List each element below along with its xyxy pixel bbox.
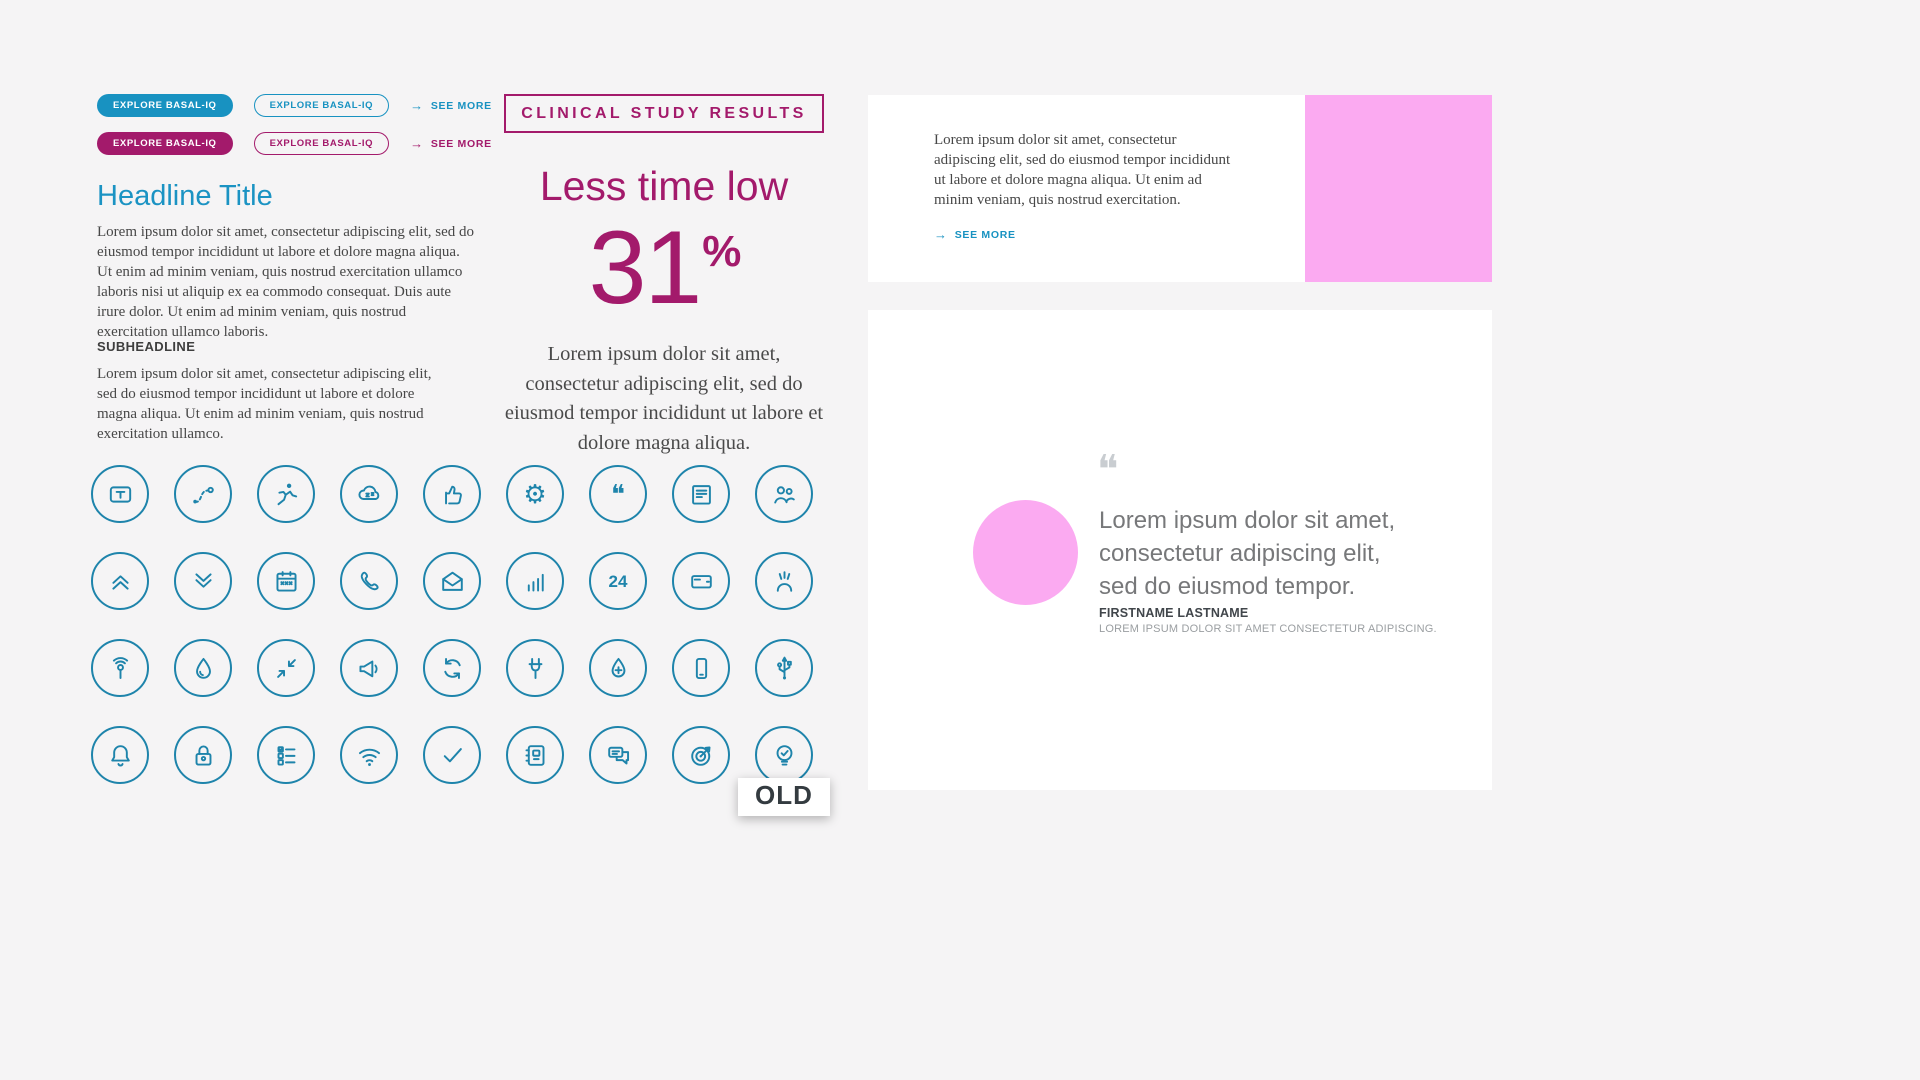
see-more-label: SEE MORE (430, 99, 492, 112)
minimize-arrows-icon (257, 639, 315, 697)
mobile-phone-icon (672, 639, 730, 697)
study-body-text: Lorem ipsum dolor sit amet, consectetur … (504, 343, 824, 454)
promo-card-body-text: Lorem ipsum dolor sit amet, consectetur … (934, 132, 1231, 208)
avatar-placeholder-circle (973, 500, 1078, 605)
icon-grid: ⚙ ❝ 24 (91, 465, 813, 784)
target-icon (672, 726, 730, 784)
testimonial-quote-text: Lorem ipsum dolor sit amet, consectetur … (1099, 507, 1396, 600)
study-statistic: 31% (504, 216, 824, 320)
old-version-badge: OLD (738, 778, 830, 816)
stat-percent-sign: % (702, 227, 742, 276)
growth-chart-icon (506, 552, 564, 610)
testimonial-card: ❝ Lorem ipsum dolor sit amet, consectetu… (868, 310, 1492, 790)
quotation-marks-icon: ❝ (1097, 448, 1119, 492)
arrow-right-icon: → (410, 98, 424, 113)
testimonial-author-title: LOREM IPSUM DOLOR SIT AMET CONSECTETUR A… (1099, 623, 1437, 635)
chevrons-down-icon (174, 552, 232, 610)
support-24-icon: 24 (589, 552, 647, 610)
study-heading: Less time low (539, 163, 789, 209)
promo-card: Lorem ipsum dolor sit amet, consectetur … (868, 95, 1492, 282)
open-email-icon (423, 552, 481, 610)
explore-basal-iq-outline-teal-button[interactable]: EXPLORE BASAL-IQ (253, 94, 390, 117)
headline-title: Headline Title (97, 180, 273, 212)
see-more-link-magenta[interactable]: → SEE MORE (410, 136, 492, 151)
running-person-icon (257, 465, 315, 523)
phone-icon (340, 552, 398, 610)
card-reader-icon (672, 552, 730, 610)
thumbs-up-icon (423, 465, 481, 523)
wifi-icon (340, 726, 398, 784)
explore-basal-iq-solid-teal-button[interactable]: EXPLORE BASAL-IQ (97, 94, 233, 117)
chevrons-up-icon (91, 552, 149, 610)
megaphone-icon (340, 639, 398, 697)
gear-icon: ⚙ (506, 465, 564, 523)
lightbulb-check-icon (755, 726, 813, 784)
newspaper-icon (672, 465, 730, 523)
button-examples-row-magenta: EXPLORE BASAL-IQ EXPLORE BASAL-IQ → SEE … (97, 132, 492, 155)
headline-body-text: Lorem ipsum dolor sit amet, consectetur … (97, 224, 474, 340)
checklist-icon (257, 726, 315, 784)
explore-basal-iq-outline-magenta-button[interactable]: EXPLORE BASAL-IQ (253, 132, 390, 155)
quote-icon: ❝ (589, 465, 647, 523)
plug-icon (506, 639, 564, 697)
clinical-study-results-badge: CLINICAL STUDY RESULTS (504, 94, 824, 133)
see-more-label: SEE MORE (954, 228, 1016, 241)
address-book-icon (506, 726, 564, 784)
checkmark-icon (423, 726, 481, 784)
usb-icon (755, 639, 813, 697)
lock-icon (174, 726, 232, 784)
calendar-icon (257, 552, 315, 610)
bell-icon (91, 726, 149, 784)
explore-basal-iq-solid-magenta-button[interactable]: EXPLORE BASAL-IQ (97, 132, 233, 155)
see-more-label: SEE MORE (430, 137, 492, 150)
see-more-link-teal[interactable]: → SEE MORE (410, 98, 492, 113)
testimonial-author-name: FIRSTNAME LASTNAME (1099, 606, 1249, 620)
family-icon (755, 465, 813, 523)
chat-bubbles-icon (589, 726, 647, 784)
touch-tap-icon (91, 639, 149, 697)
teamwork-icon (755, 552, 813, 610)
arrow-right-icon: → (410, 136, 424, 151)
refresh-icon (423, 639, 481, 697)
subheadline-body-text: Lorem ipsum dolor sit amet, consectetur … (97, 366, 432, 442)
stat-value: 31 (588, 210, 703, 326)
route-icon (174, 465, 232, 523)
clinical-study-section: CLINICAL STUDY RESULTS Less time low 31%… (504, 94, 824, 458)
sleep-cloud-icon (340, 465, 398, 523)
text-frame-icon (91, 465, 149, 523)
subheadline-title: SUBHEADLINE (97, 339, 196, 354)
water-drop-plus-icon (589, 639, 647, 697)
arrow-right-icon: → (934, 227, 948, 242)
pink-image-placeholder (1305, 95, 1492, 282)
water-drop-icon (174, 639, 232, 697)
button-examples-row-teal: EXPLORE BASAL-IQ EXPLORE BASAL-IQ → SEE … (97, 94, 492, 117)
promo-see-more-link[interactable]: → SEE MORE (934, 227, 1016, 242)
